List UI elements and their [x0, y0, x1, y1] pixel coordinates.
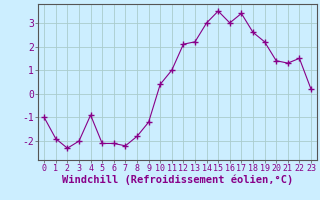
X-axis label: Windchill (Refroidissement éolien,°C): Windchill (Refroidissement éolien,°C): [62, 175, 293, 185]
